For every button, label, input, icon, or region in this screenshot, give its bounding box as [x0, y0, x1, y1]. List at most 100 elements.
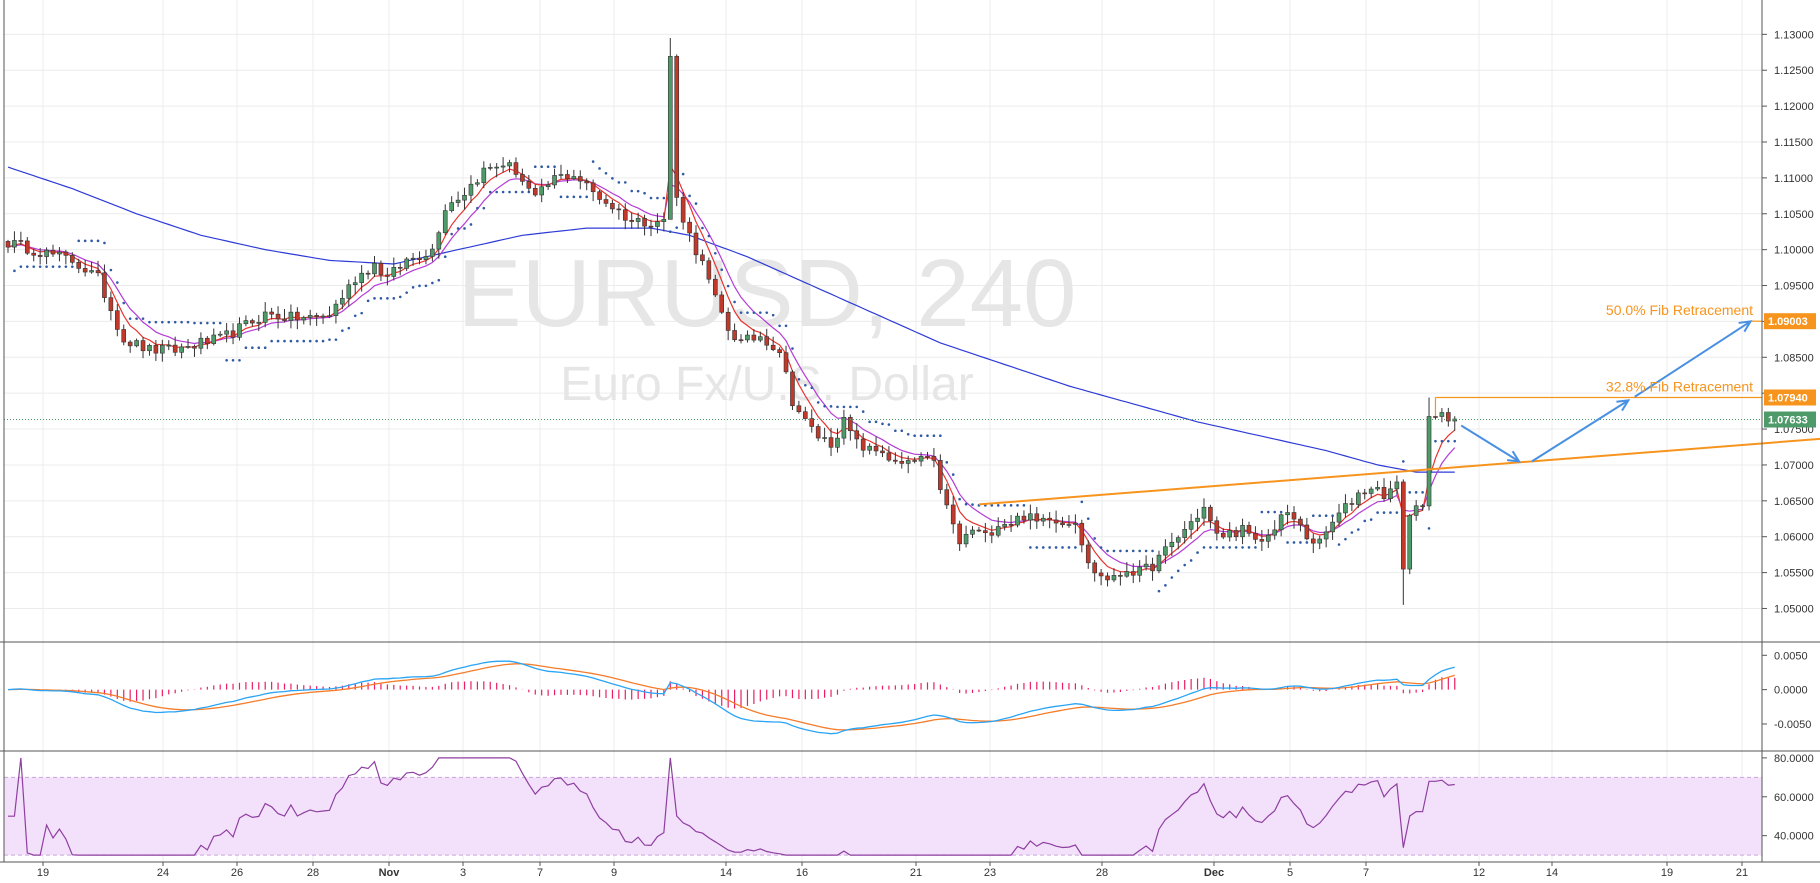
candle-body[interactable] [115, 310, 120, 330]
candle-body[interactable] [848, 416, 853, 432]
candle-body[interactable] [680, 197, 686, 223]
candle-body[interactable] [160, 344, 165, 354]
candle-body[interactable] [995, 526, 1001, 536]
candle-body[interactable] [1388, 488, 1393, 499]
candle-body[interactable] [1401, 481, 1406, 570]
candle-body[interactable] [1208, 506, 1213, 522]
candle-body[interactable] [1227, 530, 1232, 538]
candle-body[interactable] [217, 333, 223, 336]
candle-body[interactable] [436, 232, 442, 250]
candle-body[interactable] [912, 460, 917, 462]
candle-body[interactable] [1272, 529, 1278, 536]
trend-line[interactable] [978, 435, 1820, 506]
candle-body[interactable] [867, 445, 872, 451]
candle-body[interactable] [893, 459, 898, 462]
candle-body[interactable] [1446, 412, 1451, 422]
trade-plan-arrow[interactable] [1531, 399, 1629, 463]
candle-body[interactable] [938, 460, 943, 490]
candle-body[interactable] [532, 187, 538, 196]
candle-body[interactable] [1362, 492, 1368, 495]
candle-body[interactable] [603, 199, 609, 204]
candle-body[interactable] [1407, 515, 1413, 570]
candle-body[interactable] [1253, 533, 1258, 540]
candle-body[interactable] [622, 209, 628, 221]
candle-body[interactable] [552, 175, 557, 186]
candle-body[interactable] [1143, 563, 1149, 568]
candle-body[interactable] [725, 311, 731, 331]
candle-body[interactable] [121, 329, 127, 343]
candle-body[interactable] [1265, 534, 1271, 542]
candle-body[interactable] [37, 254, 43, 257]
candle-body[interactable] [172, 344, 178, 353]
candle-body[interactable] [1278, 514, 1284, 531]
candle-body[interactable] [1240, 525, 1245, 538]
candle-body[interactable] [385, 274, 390, 277]
candle-body[interactable] [333, 303, 339, 316]
candle-body[interactable] [944, 489, 950, 506]
candle-body[interactable] [1195, 517, 1200, 522]
candle-body[interactable] [1182, 528, 1187, 538]
candle-body[interactable] [1028, 513, 1033, 521]
candle-body[interactable] [340, 297, 345, 305]
candle-body[interactable] [455, 199, 461, 203]
candle-body[interactable] [815, 426, 821, 439]
candle-body[interactable] [346, 284, 352, 299]
candle-body[interactable] [1214, 520, 1220, 534]
candle-body[interactable] [931, 456, 937, 461]
candle-body[interactable] [1053, 519, 1059, 524]
candle-body[interactable] [430, 248, 435, 257]
candle-body[interactable] [95, 270, 101, 274]
candle-body[interactable] [835, 437, 840, 448]
candle-body[interactable] [198, 337, 204, 349]
candle-body[interactable] [918, 456, 924, 462]
candle-body[interactable] [1085, 544, 1091, 564]
candle-body[interactable] [1310, 538, 1316, 544]
candle-body[interactable] [314, 315, 319, 317]
candle-body[interactable] [185, 346, 191, 348]
candle-body[interactable] [224, 330, 229, 335]
candle-body[interactable] [1285, 512, 1290, 516]
candle-body[interactable] [301, 317, 307, 321]
candle-body[interactable] [89, 270, 94, 273]
candle-body[interactable] [50, 249, 56, 255]
candle-body[interactable] [1169, 541, 1175, 548]
candle-body[interactable] [758, 336, 763, 341]
candle-body[interactable] [886, 452, 892, 461]
candle-body[interactable] [590, 182, 596, 193]
candle-body[interactable] [127, 341, 133, 347]
trade-plan-arrow[interactable] [1634, 320, 1752, 398]
candle-body[interactable] [616, 208, 622, 211]
candle-body[interactable] [854, 430, 860, 440]
candle-body[interactable] [1137, 566, 1142, 576]
candle-body[interactable] [1323, 531, 1329, 540]
candle-body[interactable] [391, 266, 397, 277]
candle-body[interactable] [751, 334, 757, 341]
candle-body[interactable] [1092, 562, 1097, 574]
candle-body[interactable] [475, 182, 480, 185]
candle-body[interactable] [693, 232, 699, 256]
candle-body[interactable] [404, 258, 409, 269]
candle-body[interactable] [140, 340, 146, 352]
candle-body[interactable] [1047, 517, 1052, 521]
time-axis[interactable]: 19 24 26 28 Nov 3 7 9 14 16 21 23 28 Dec 5 7 12 14 19 21 [37, 862, 1748, 879]
candle-body[interactable] [166, 344, 172, 347]
candle-body[interactable] [275, 313, 281, 320]
candle-body[interactable] [700, 254, 705, 262]
candle-body[interactable] [243, 320, 249, 325]
candle-body[interactable] [770, 344, 776, 350]
candle-body[interactable] [468, 183, 474, 196]
candle-body[interactable] [1439, 412, 1445, 417]
candle-body[interactable] [1304, 524, 1310, 540]
candle-body[interactable] [629, 220, 635, 222]
candle-body[interactable] [5, 241, 11, 248]
candle-body[interactable] [307, 315, 313, 318]
candle-body[interactable] [24, 240, 30, 254]
candle-body[interactable] [1452, 418, 1458, 422]
candle-body[interactable] [719, 294, 725, 313]
candle-body[interactable] [1002, 524, 1007, 527]
rsi-pane[interactable] [4, 757, 1762, 856]
candle-body[interactable] [250, 320, 255, 324]
candle-body[interactable] [462, 194, 467, 201]
candle-body[interactable] [539, 186, 544, 196]
candle-body[interactable] [1130, 571, 1136, 576]
